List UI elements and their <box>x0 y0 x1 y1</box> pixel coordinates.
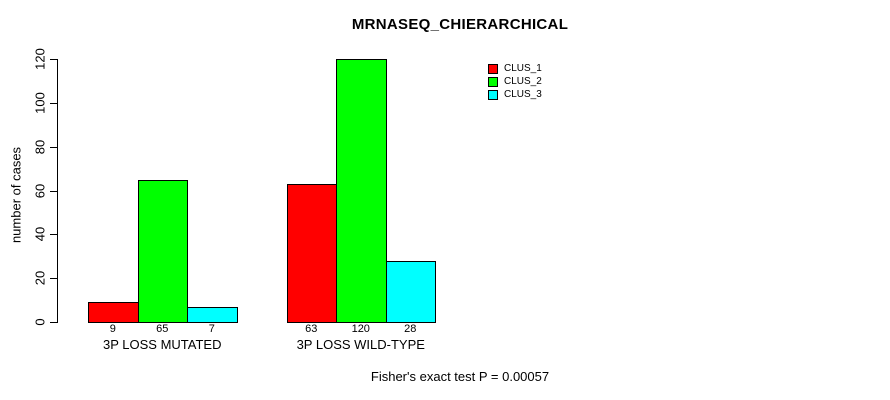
bar-clus_1-group1 <box>88 302 139 323</box>
bar-clus_1-group2 <box>286 184 337 323</box>
y-axis-tick <box>50 234 57 235</box>
y-axis-tick-label: 60 <box>32 183 48 199</box>
bar-value-label: 120 <box>351 323 370 335</box>
y-axis-tick-label: 0 <box>32 318 48 326</box>
y-axis-tick <box>50 147 57 148</box>
y-axis-tick <box>50 322 57 323</box>
legend-item: CLUS_3 <box>488 88 542 101</box>
x-category-label: 3P LOSS WILD-TYPE <box>296 337 425 352</box>
legend-label: CLUS_1 <box>504 62 542 74</box>
chart-title: MRNASEQ_CHIERARCHICAL <box>351 16 569 33</box>
bar-value-label: 28 <box>404 323 417 335</box>
y-axis-tick-label: 40 <box>32 226 48 242</box>
y-axis-tick-label: 20 <box>32 270 48 286</box>
legend-label: CLUS_3 <box>504 88 542 100</box>
bar-clus_3-group2 <box>385 261 436 323</box>
bar-clus_2-group1 <box>137 180 188 323</box>
bar-clus_2-group2 <box>336 59 387 323</box>
bar-value-label: 63 <box>305 323 318 335</box>
legend-item: CLUS_2 <box>488 75 542 88</box>
x-category-label: 3P LOSS MUTATED <box>103 337 222 352</box>
y-axis-title: number of cases <box>8 146 24 244</box>
bar-value-label: 65 <box>156 323 169 335</box>
y-axis-tick-label: 100 <box>32 92 48 114</box>
bar-value-label: 7 <box>208 323 215 335</box>
bar-clus_3-group1 <box>187 307 238 323</box>
legend-swatch-clus_2 <box>488 76 498 87</box>
y-axis-tick <box>50 103 57 104</box>
legend-label: CLUS_2 <box>504 75 542 87</box>
bar-value-label: 9 <box>109 323 116 335</box>
y-axis-tick <box>50 278 57 279</box>
y-axis-tick <box>50 59 57 60</box>
y-axis-tick <box>50 191 57 192</box>
legend-swatch-clus_1 <box>488 63 498 74</box>
y-axis-tick-label: 120 <box>32 48 48 70</box>
y-axis-tick-label: 80 <box>32 139 48 155</box>
legend: CLUS_1 CLUS_2 CLUS_3 <box>488 62 542 101</box>
legend-item: CLUS_1 <box>488 62 542 75</box>
y-axis-line <box>57 59 58 323</box>
legend-swatch-clus_3 <box>488 89 498 100</box>
p-value-caption: Fisher's exact test P = 0.00057 <box>370 369 550 384</box>
